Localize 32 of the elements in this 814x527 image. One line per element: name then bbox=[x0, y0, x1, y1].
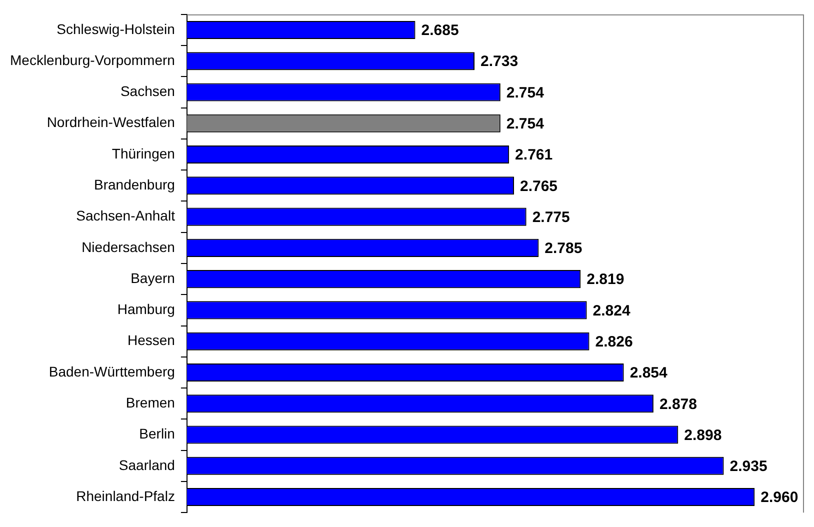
data-label: 2.765 bbox=[520, 178, 558, 195]
y-tick-label: Mecklenburg-Vorpommern bbox=[10, 52, 175, 68]
y-tick-label: Saarland bbox=[118, 456, 175, 473]
data-label: 2.960 bbox=[760, 489, 798, 506]
y-tick-label: Brandenburg bbox=[94, 176, 175, 193]
y-tick-label: Thüringen bbox=[112, 145, 175, 162]
y-tick-label: Nordrhein-Westfalen bbox=[46, 114, 175, 130]
y-tick-label: Bremen bbox=[126, 394, 175, 410]
y-tick-label: Berlin bbox=[139, 426, 175, 442]
data-label: 2.826 bbox=[595, 333, 633, 350]
data-label: 2.819 bbox=[586, 271, 624, 288]
y-tick-label: Sachsen bbox=[120, 83, 175, 100]
data-label: 2.775 bbox=[532, 208, 570, 226]
data-label: 2.785 bbox=[544, 240, 582, 258]
data-label: 2.761 bbox=[515, 146, 553, 164]
y-tick-label: Baden-Württemberg bbox=[48, 363, 175, 380]
y-tick-label: Bayern bbox=[130, 270, 175, 286]
data-label: 2.733 bbox=[480, 53, 518, 70]
data-label: 2.754 bbox=[506, 84, 545, 102]
y-tick-label: Schleswig-Holstein bbox=[56, 20, 175, 37]
data-label: 2.685 bbox=[421, 22, 459, 40]
data-label: 2.898 bbox=[684, 426, 722, 444]
data-label: 2.878 bbox=[659, 396, 697, 413]
data-label: 2.754 bbox=[506, 116, 545, 133]
data-label: 2.935 bbox=[730, 458, 768, 476]
data-label: 2.854 bbox=[630, 364, 668, 382]
y-tick-label: Niedersachsen bbox=[82, 238, 175, 255]
y-tick-label: Sachsen-Anhalt bbox=[76, 208, 176, 224]
y-tick-label: Hessen bbox=[127, 332, 175, 348]
y-tick-label: Hamburg bbox=[117, 301, 175, 318]
data-label: 2.824 bbox=[592, 302, 631, 320]
y-tick-label: Rheinland-Pfalz bbox=[76, 488, 175, 504]
